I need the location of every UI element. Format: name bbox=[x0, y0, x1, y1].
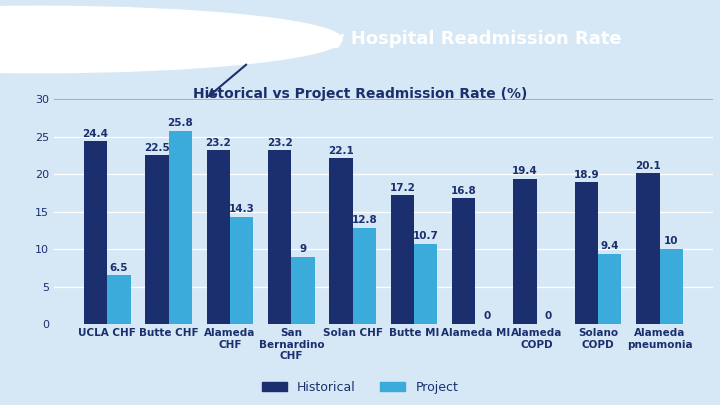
Text: 18.9: 18.9 bbox=[574, 170, 599, 180]
Text: 24.4: 24.4 bbox=[83, 128, 109, 139]
Text: 19.4: 19.4 bbox=[512, 166, 538, 176]
Text: 10: 10 bbox=[664, 237, 678, 247]
Bar bbox=[84, 141, 107, 324]
Text: 12.8: 12.8 bbox=[351, 215, 377, 226]
Bar bbox=[575, 182, 598, 324]
Bar bbox=[168, 131, 192, 324]
Text: 17.2: 17.2 bbox=[390, 183, 415, 192]
Text: 25.8: 25.8 bbox=[168, 118, 193, 128]
Text: 0: 0 bbox=[483, 311, 491, 322]
Bar bbox=[292, 257, 315, 324]
Bar bbox=[230, 217, 253, 324]
Text: 6.5: 6.5 bbox=[109, 263, 128, 273]
Text: Historical vs Project Readmission Rate (%): Historical vs Project Readmission Rate (… bbox=[193, 87, 527, 101]
Bar bbox=[660, 249, 683, 324]
Bar bbox=[207, 150, 230, 324]
Bar bbox=[145, 156, 168, 324]
Text: 10.7: 10.7 bbox=[413, 231, 438, 241]
Text: 14.3: 14.3 bbox=[229, 204, 255, 214]
Text: 0: 0 bbox=[545, 311, 552, 322]
Bar bbox=[636, 173, 660, 324]
Bar bbox=[268, 150, 292, 324]
Text: 20.1: 20.1 bbox=[635, 161, 661, 171]
Text: 9: 9 bbox=[300, 244, 307, 254]
Bar bbox=[598, 254, 621, 324]
Bar bbox=[329, 158, 353, 324]
Bar bbox=[353, 228, 376, 324]
Bar bbox=[452, 198, 475, 324]
Text: 22.5: 22.5 bbox=[144, 143, 170, 153]
Circle shape bbox=[0, 6, 342, 72]
Bar bbox=[513, 179, 537, 324]
Legend: Historical, Project: Historical, Project bbox=[257, 376, 463, 399]
Text: 9.4: 9.4 bbox=[600, 241, 619, 251]
Text: 23.2: 23.2 bbox=[267, 138, 292, 147]
Text: 16.8: 16.8 bbox=[451, 185, 477, 196]
Bar bbox=[414, 244, 438, 324]
Text: 23.2: 23.2 bbox=[205, 138, 231, 147]
Bar bbox=[391, 195, 414, 324]
Bar bbox=[107, 275, 130, 324]
Text: Project Impact on 30 Day Hospital Readmission Rate: Project Impact on 30 Day Hospital Readmi… bbox=[90, 30, 621, 49]
Text: 22.1: 22.1 bbox=[328, 146, 354, 156]
